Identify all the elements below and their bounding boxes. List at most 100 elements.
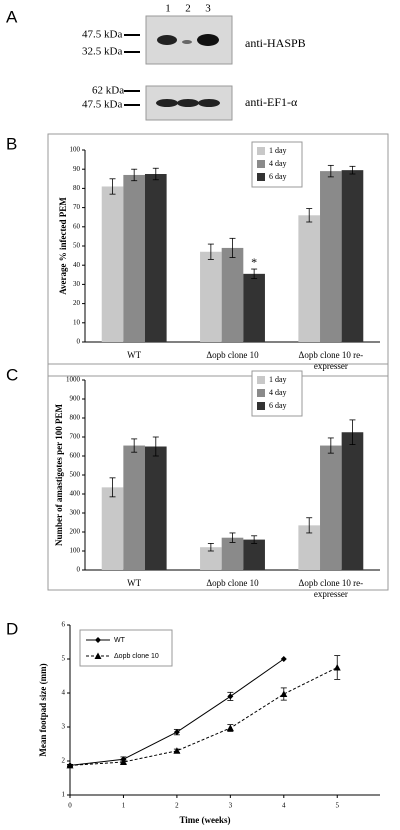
marker: [66, 761, 74, 769]
legend-label: 1 day: [269, 146, 287, 155]
y-tick-label: 3: [62, 723, 66, 731]
x-tick-label: 1: [122, 802, 126, 810]
panel-label: D: [6, 619, 18, 638]
bar: [200, 251, 222, 342]
bar: [144, 174, 167, 342]
x-tick-label-box: WT: [127, 350, 142, 360]
bar: [144, 446, 167, 570]
x-tick-label: 5: [335, 802, 339, 810]
blot-band: [157, 35, 177, 45]
y-tick-label: 10: [73, 318, 81, 326]
antibody-label: anti-HASPB: [245, 36, 306, 50]
chart-frame: [47, 363, 389, 591]
x-tick-label: Δopb clone 10 re-expresser: [298, 578, 364, 599]
bar: [200, 547, 222, 570]
bar: [298, 525, 321, 570]
bar: [221, 537, 244, 570]
lane-label: 2: [185, 3, 191, 15]
y-tick-label: 0: [77, 566, 81, 574]
bar: [243, 273, 265, 342]
chart-frame: [47, 133, 389, 377]
legend-label: 6 day: [269, 172, 287, 181]
y-tick-label: 50: [73, 242, 81, 250]
y-tick-label: 100: [70, 146, 81, 154]
y-tick-label: 0: [77, 338, 81, 346]
bar: [221, 247, 244, 342]
marker: [280, 690, 288, 698]
y-tick-label: 300: [70, 509, 81, 517]
marker: [226, 724, 234, 732]
y-tick-label: 600: [70, 452, 81, 460]
marker: [119, 758, 127, 766]
panel-label: C: [6, 365, 18, 384]
x-tick-label-box: Δopb clone 10: [206, 350, 259, 360]
x-tick-label: Δopb clone 10: [206, 350, 259, 360]
y-tick-label: 900: [70, 395, 81, 403]
x-tick-label: 3: [229, 802, 233, 810]
marker: [173, 729, 180, 736]
y-tick-label: 80: [73, 184, 81, 192]
marker: [280, 656, 287, 662]
marker: [173, 747, 181, 754]
annotation: *: [251, 255, 257, 269]
blot-band: [182, 40, 192, 44]
y-tick-label: 5: [62, 655, 66, 663]
bar: [341, 170, 364, 342]
blot-band: [198, 99, 220, 107]
lane-label: 1: [165, 3, 171, 15]
y-tick-label: 20: [73, 299, 81, 307]
x-tick-label-box: Δopb clone 10: [206, 578, 259, 588]
y-tick-label: 4: [62, 689, 66, 697]
marker-label: 47.5 kDa: [82, 99, 122, 111]
y-tick-label: 700: [70, 433, 81, 441]
legend-label: Δopb clone 10: [114, 653, 159, 660]
blot-band: [156, 99, 178, 107]
y-tick-label: 500: [70, 471, 81, 479]
y-tick-label: 800: [70, 414, 81, 422]
legend-swatch: [257, 173, 265, 181]
panel-label: B: [6, 134, 17, 153]
x-tick-label-box: Δopb clone 10 re-expresser: [298, 350, 364, 371]
legend-swatch: [257, 402, 265, 410]
marker-label: 62 kDa: [92, 85, 124, 97]
bar: [123, 445, 145, 570]
bar: [320, 445, 342, 570]
y-axis-label: Average % infected PEM: [58, 197, 68, 295]
x-tick-label: Δopb clone 10 re-expresser: [298, 350, 364, 371]
y-tick-label: 1: [62, 791, 66, 799]
bar: [298, 215, 321, 342]
blot-band: [177, 99, 199, 107]
legend-swatch: [257, 389, 265, 397]
x-tick-label: WT: [127, 350, 142, 360]
x-tick-label: Δopb clone 10: [206, 578, 259, 588]
marker-label: 47.5 kDa: [82, 29, 122, 41]
x-tick-label: 2: [175, 802, 179, 810]
x-tick-label: 4: [282, 802, 286, 810]
lane-label: 3: [205, 3, 211, 15]
x-tick-label-box: Δopb clone 10 re-expresser: [298, 578, 364, 599]
legend-marker: [94, 652, 102, 659]
y-axis-label: Number of amastigotes per 100 PEM: [54, 404, 64, 546]
y-tick-label: 100: [70, 547, 81, 555]
marker-label: 32.5 kDa: [82, 46, 122, 58]
y-tick-label: 90: [73, 165, 81, 173]
y-tick-label: 70: [73, 203, 81, 211]
y-tick-label: 6: [62, 621, 66, 629]
legend-swatch: [257, 160, 265, 168]
legend-label: 4 day: [269, 388, 287, 397]
legend-label: 6 day: [269, 401, 287, 410]
x-tick-label: 0: [68, 802, 72, 810]
marker: [227, 693, 234, 700]
blot-band: [197, 34, 219, 46]
antibody-label: anti-EF1-α: [245, 95, 298, 109]
legend-label: 1 day: [269, 375, 287, 384]
series-line: [69, 667, 338, 766]
x-axis-label: Time (weeks): [179, 815, 230, 825]
bar: [320, 171, 342, 342]
legend-marker: [95, 637, 101, 643]
bar: [123, 174, 145, 342]
bar: [101, 186, 124, 342]
bar: [243, 539, 265, 570]
legend-label: WT: [114, 637, 126, 644]
